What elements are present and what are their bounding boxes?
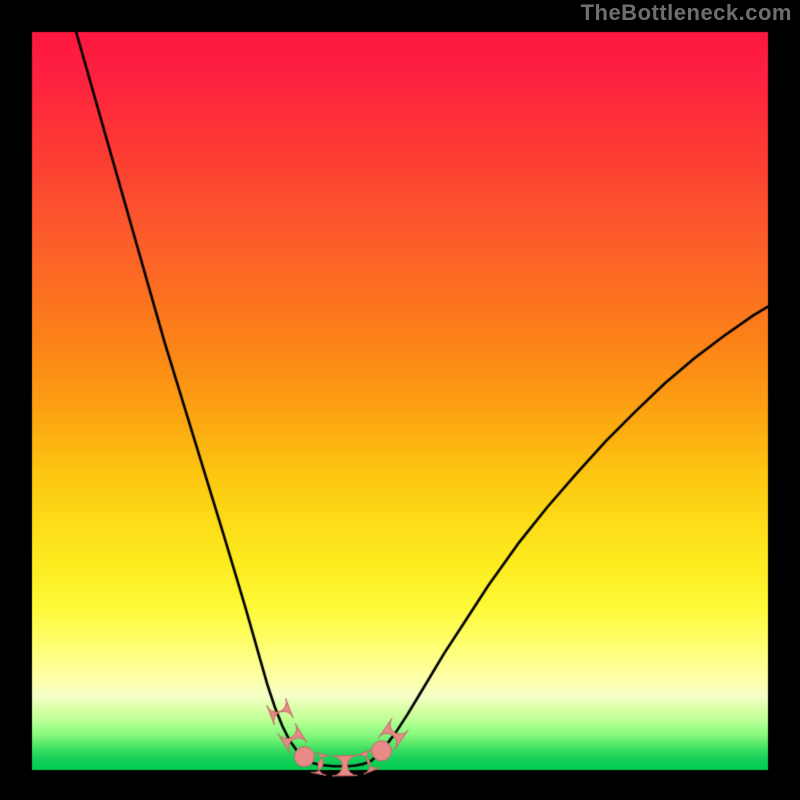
chart-root: TheBottleneck.com [0,0,800,800]
bottleneck-chart-canvas [0,0,800,800]
